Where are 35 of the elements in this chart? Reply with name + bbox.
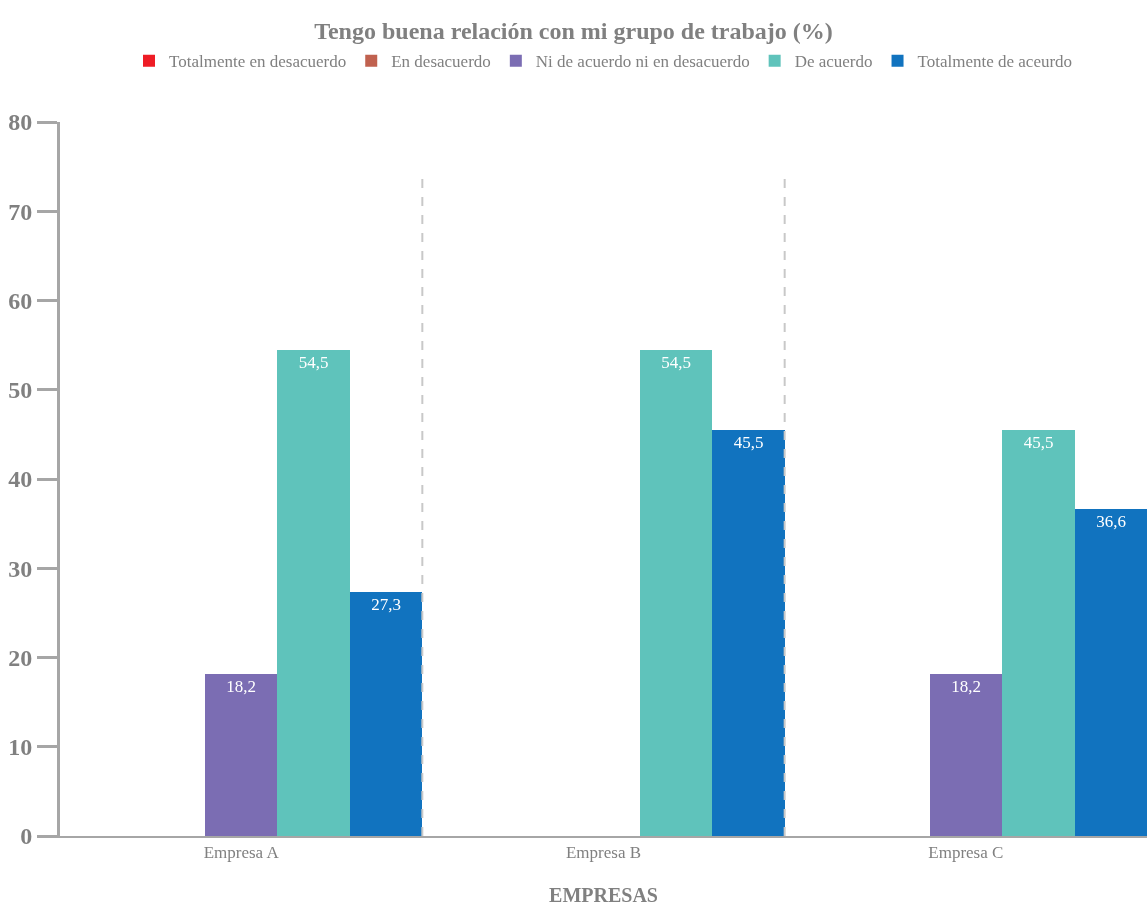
- y-tick-label: 20: [8, 644, 33, 671]
- data-label: 45,5: [1023, 433, 1054, 452]
- legend-label: Totalmente en desacuerdo: [169, 52, 347, 72]
- data-label: 18,2: [951, 677, 981, 696]
- legend-label: En desacuerdo: [391, 52, 491, 72]
- chart-title: Tengo buena relación con mi grupo de trabajo (%): [314, 18, 833, 45]
- y-tick-label: 80: [8, 109, 33, 136]
- y-tick-label: 50: [8, 377, 33, 404]
- data-label: 54,5: [661, 353, 691, 372]
- legend-label: De acuerdo: [794, 52, 873, 72]
- bar: [350, 592, 422, 836]
- y-tick-label: 60: [8, 287, 33, 314]
- legend-label: Totalmente de aceurdo: [917, 52, 1073, 72]
- data-label: 18,2: [226, 677, 256, 696]
- x-tick-label: Empresa A: [203, 843, 280, 863]
- data-label: 45,5: [733, 433, 764, 452]
- bar: [712, 430, 785, 836]
- y-tick-label: 40: [8, 466, 33, 493]
- bar: [1075, 509, 1147, 836]
- y-tick-label: 30: [8, 555, 33, 582]
- data-label: 36,6: [1096, 512, 1126, 531]
- bar: [930, 674, 1002, 836]
- bar: [1002, 430, 1075, 836]
- y-tick-label: 70: [8, 198, 33, 225]
- legend-label: Ni de acuerdo ni en desacuerdo: [535, 52, 750, 72]
- x-axis-title: EMPRESAS: [549, 884, 658, 906]
- y-tick-label: 10: [8, 734, 33, 761]
- x-tick-label: Empresa B: [565, 843, 642, 863]
- bar: [205, 674, 277, 836]
- data-label: 27,3: [371, 595, 401, 614]
- x-tick-label: Empresa C: [928, 843, 1004, 863]
- bar: [640, 350, 712, 836]
- y-tick-label: 0: [20, 823, 33, 850]
- bar: [277, 350, 350, 836]
- data-label: 54,5: [298, 353, 329, 372]
